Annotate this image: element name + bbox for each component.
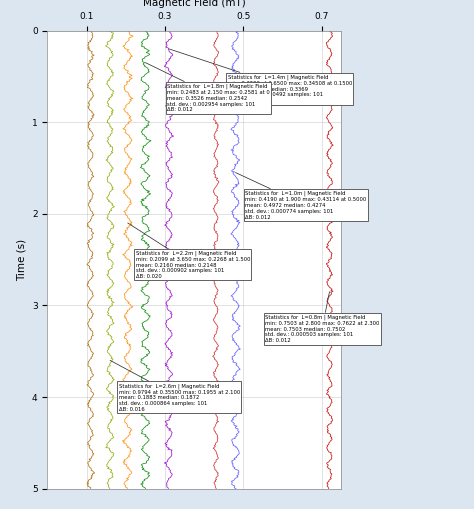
Text: Statistics for  L=2.6m | Magnetic Field
min: 0.9794 at 0.35500 max: 0.1955 at 2.: Statistics for L=2.6m | Magnetic Field m… <box>110 360 240 412</box>
Text: Statistics for  L=1.8m | Magnetic Field
min: 0.2483 at 2.150 max: 0.2581 at 0
me: Statistics for L=1.8m | Magnetic Field m… <box>146 63 270 112</box>
Y-axis label: Time (s): Time (s) <box>17 239 27 280</box>
Text: Statistics for  L=1.4m | Magnetic Field
min: 0.3290 at 3.6500 max: 0.34508 at 0.: Statistics for L=1.4m | Magnetic Field m… <box>169 49 352 103</box>
Text: Statistics for  L=2.2m | Magnetic Field
min: 0.2099 at 3.650 max: 0.2268 at 1.50: Statistics for L=2.2m | Magnetic Field m… <box>128 223 250 279</box>
X-axis label: Magnetic Field (mT): Magnetic Field (mT) <box>143 0 246 8</box>
Text: Statistics for  L=1.0m | Magnetic Field
min: 0.4190 at 1.900 max: 0.43114 at 0.5: Statistics for L=1.0m | Magnetic Field m… <box>236 173 366 219</box>
Text: Statistics for  L=0.8m | Magnetic Field
min: 0.7503 at 2.800 max: 0.7622 at 2.30: Statistics for L=0.8m | Magnetic Field m… <box>265 292 379 343</box>
